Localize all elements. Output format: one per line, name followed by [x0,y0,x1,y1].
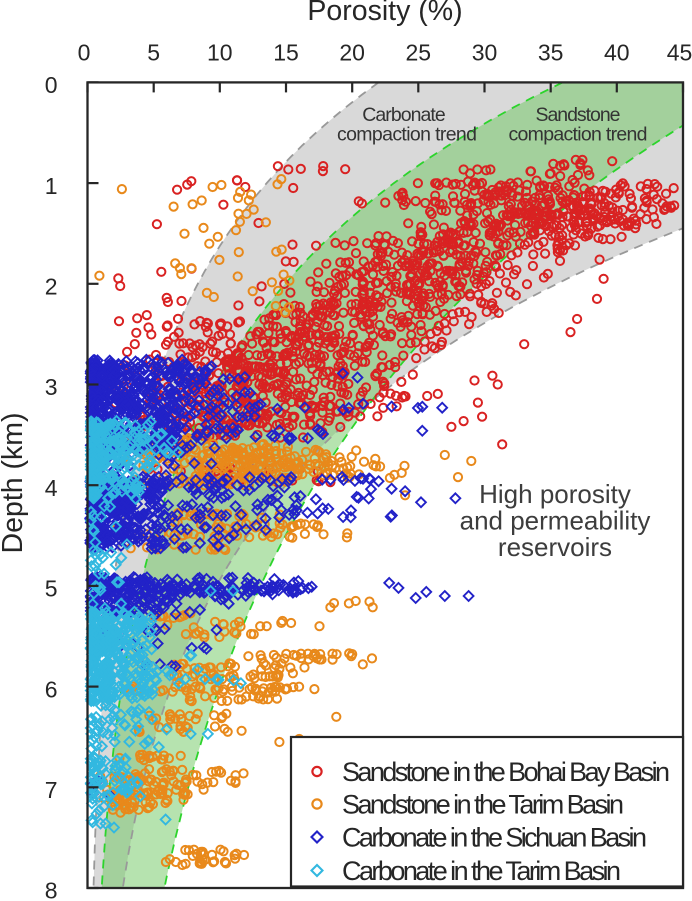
svg-text:1: 1 [45,173,58,199]
svg-text:30: 30 [472,40,498,66]
svg-text:5: 5 [45,576,58,602]
svg-text:10: 10 [207,40,233,66]
svg-text:reservoirs: reservoirs [498,532,612,562]
svg-text:Porosity (%): Porosity (%) [307,0,462,27]
svg-text:25: 25 [406,40,432,66]
svg-text:20: 20 [339,40,365,66]
svg-text:0: 0 [78,40,91,66]
svg-text:6: 6 [45,676,58,702]
svg-text:5: 5 [147,40,160,66]
svg-text:Sandstone in the Tarim Basin: Sandstone in the Tarim Basin [342,790,624,820]
svg-text:8: 8 [45,878,58,901]
svg-text:2: 2 [45,274,58,300]
svg-text:High porosity: High porosity [479,479,631,509]
svg-text:Carbonate: Carbonate [362,104,446,126]
svg-text:35: 35 [538,40,564,66]
svg-text:7: 7 [45,777,58,803]
svg-text:Sandstone: Sandstone [536,104,621,126]
svg-text:Depth (km): Depth (km) [0,413,29,554]
svg-text:compaction trend: compaction trend [509,124,648,146]
svg-text:0: 0 [45,72,58,98]
svg-text:and permeability: and permeability [460,506,651,536]
svg-text:45: 45 [667,40,692,66]
svg-text:Carbonate in the Sichuan Basin: Carbonate in the Sichuan Basin [342,823,647,853]
svg-text:3: 3 [45,374,58,400]
svg-text:Carbonate in the Tarim Basin: Carbonate in the Tarim Basin [342,856,621,886]
svg-text:15: 15 [273,40,299,66]
svg-text:4: 4 [45,475,58,501]
svg-text:compaction trend: compaction trend [337,124,477,146]
svg-text:Sandstone in the Bohai Bay Bas: Sandstone in the Bohai Bay Basin [342,757,670,787]
svg-text:40: 40 [604,40,630,66]
